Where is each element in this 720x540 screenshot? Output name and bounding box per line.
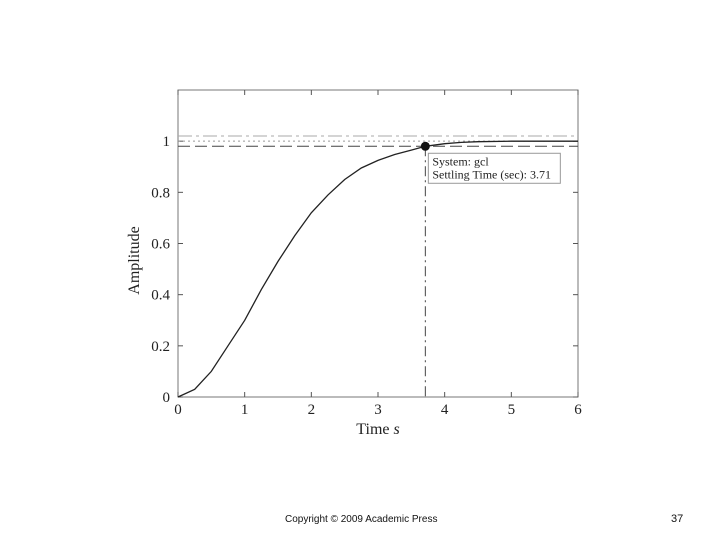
y-tick-label: 0.8 <box>151 185 170 201</box>
annotation-text: Settling Time (sec): 3.71 <box>432 167 551 181</box>
annotation-box <box>427 152 561 184</box>
copyright-text: Copyright © 2009 Academic Press <box>285 514 438 525</box>
y-tick-label: 0 <box>163 390 171 406</box>
x-tick-label: 0 <box>174 402 182 418</box>
x-tick-label: 6 <box>574 402 582 418</box>
response-curve <box>177 140 578 398</box>
y-tick-label: 0.2 <box>151 339 170 355</box>
x-tick-label: 5 <box>508 402 516 418</box>
y-tick-label: 0.6 <box>151 237 170 253</box>
x-tick-label: 3 <box>374 402 382 418</box>
y-axis-label: Amplitude <box>126 226 143 294</box>
settling-marker <box>420 141 430 151</box>
x-axis-label: Time s <box>356 421 399 438</box>
page-number: 37 <box>671 513 684 525</box>
x-tick-label: 4 <box>441 402 449 418</box>
x-tick-label: 1 <box>241 402 249 418</box>
x-tick-label: 2 <box>308 402 316 418</box>
annotation-text: System: gcl <box>432 154 489 168</box>
y-tick-label: 1 <box>163 134 171 150</box>
y-tick-label: 0.4 <box>151 288 170 304</box>
